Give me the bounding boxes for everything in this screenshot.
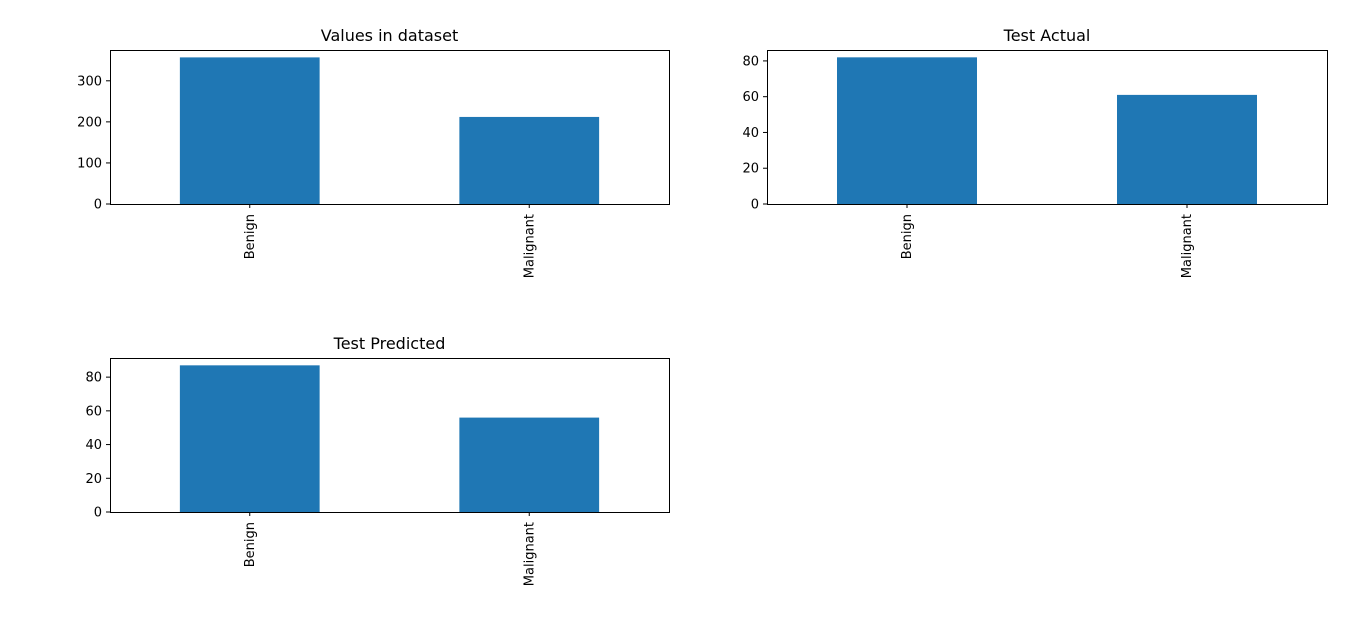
x-tick-label-benign: Benign — [900, 214, 915, 259]
x-tick-label-benign: Benign — [243, 522, 258, 567]
chart-title: Test Predicted — [333, 334, 446, 353]
y-tick-label: 0 — [94, 198, 102, 213]
x-tick-label-malignant: Malignant — [522, 522, 537, 586]
y-tick-label: 40 — [85, 438, 102, 453]
y-tick-label: 100 — [77, 156, 102, 171]
y-tick-label: 80 — [742, 54, 759, 69]
x-tick-label-malignant: Malignant — [1180, 214, 1195, 278]
chart-title: Values in dataset — [321, 26, 459, 45]
y-tick-label: 40 — [742, 126, 759, 141]
subplot-2: Test Actual Benign Malignant 0 20 40 60 80 — [742, 26, 1328, 278]
chart-title: Test Actual — [1003, 26, 1091, 45]
bar-malignant — [459, 417, 600, 512]
bar-benign — [179, 365, 320, 512]
x-tick-label-malignant: Malignant — [522, 214, 537, 278]
y-tick-label: 60 — [85, 404, 102, 419]
y-tick-label: 300 — [77, 74, 102, 89]
subplot-1: Values in dataset Benign Malignant 0 100 200 3… — [77, 26, 670, 278]
y-tick-label: 20 — [742, 162, 759, 177]
bar-benign — [837, 57, 977, 205]
axes-frame — [767, 50, 1328, 205]
axes-frame — [110, 358, 670, 513]
y-tick-label: 20 — [85, 472, 102, 487]
bar-malignant — [1117, 94, 1257, 204]
y-tick-label: 200 — [77, 115, 102, 130]
subplot-3: Test Predicted Benign Malignant 0 20 40 60 80 — [85, 334, 670, 586]
bar-benign — [179, 57, 320, 204]
y-tick-label: 0 — [751, 198, 759, 213]
axes-frame — [110, 50, 670, 205]
y-tick-label: 80 — [85, 371, 102, 386]
y-tick-label: 60 — [742, 90, 759, 105]
x-tick-label-benign: Benign — [243, 214, 258, 259]
y-tick-label: 0 — [94, 506, 102, 521]
bar-malignant — [459, 116, 600, 204]
